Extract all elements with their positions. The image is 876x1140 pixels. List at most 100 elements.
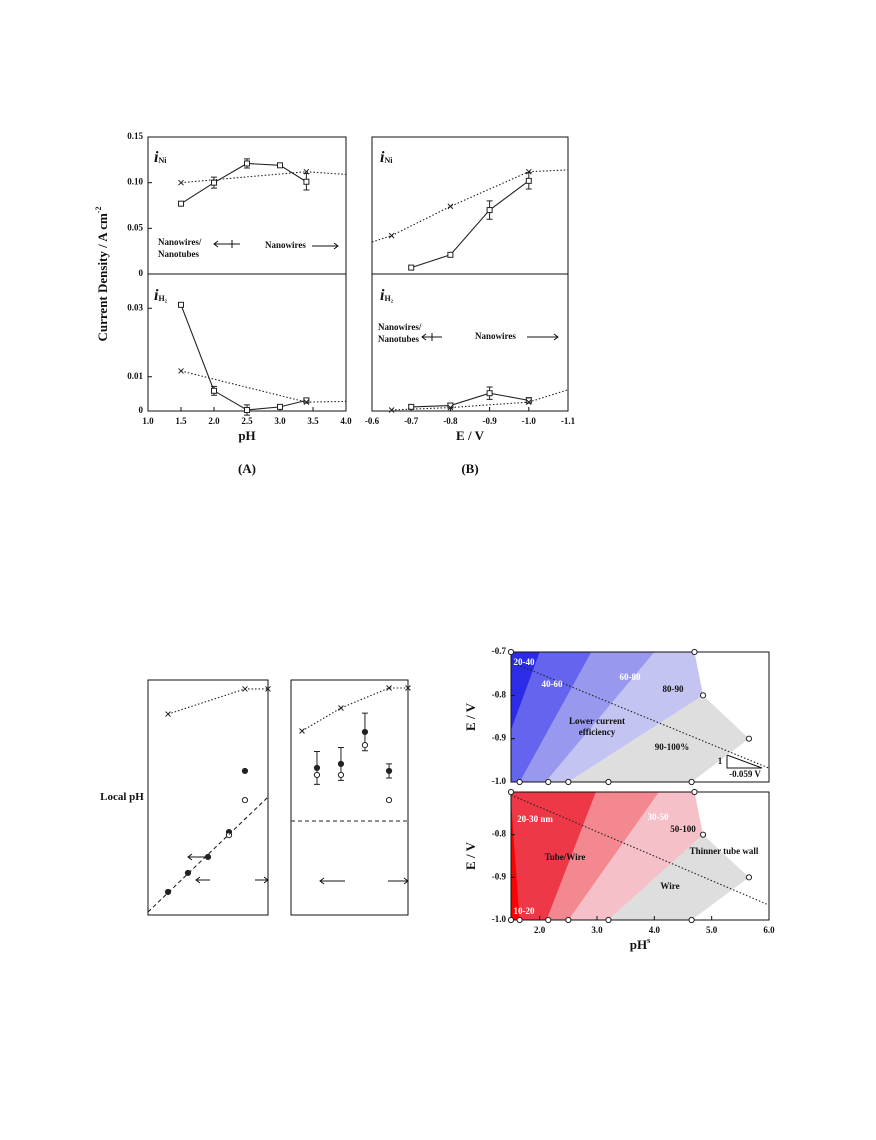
arrow — [319, 877, 345, 885]
y-tick-label: -0.9 — [492, 733, 507, 743]
y-tick-label: 0 — [139, 405, 144, 415]
x-axis-label: pHs — [630, 936, 650, 952]
marker — [164, 888, 172, 896]
marker — [699, 831, 707, 838]
region — [511, 652, 540, 730]
annotation: 1 — [718, 756, 723, 766]
marker — [408, 264, 415, 271]
annotation: -0.059 V — [729, 769, 761, 779]
plot-frame — [290, 679, 409, 916]
region-label: 50-100 — [670, 824, 696, 834]
marker — [507, 788, 515, 796]
x-tick-label: -0.9 — [482, 416, 497, 426]
annotation: Tube/Wire — [545, 852, 586, 862]
region-label: 60-80 — [620, 672, 641, 682]
series-line — [391, 171, 530, 237]
arrow — [187, 853, 205, 861]
y-tick-label: 0.15 — [127, 131, 143, 141]
marker — [211, 387, 217, 394]
x-tick-label: 4.0 — [340, 416, 352, 426]
y-tick-label: -1.0 — [492, 776, 507, 786]
x-tick-label: 2.0 — [534, 925, 546, 935]
x-tick-label: 6.0 — [763, 925, 775, 935]
x-tick-label: 3.0 — [591, 925, 603, 935]
x-tick-label: 1.0 — [142, 416, 154, 426]
marker — [605, 916, 612, 924]
series-line — [371, 169, 569, 243]
y-tick-label: 0.01 — [127, 371, 143, 381]
annotation: Thinner tube wall — [690, 846, 759, 856]
marker — [277, 403, 283, 410]
panel — [290, 679, 411, 916]
marker — [565, 778, 572, 786]
panel-label: iNi — [154, 149, 167, 166]
y-axis-label: Current Density / A cm-2 — [94, 207, 110, 342]
marker — [688, 916, 695, 924]
panel-label-main: i — [380, 149, 385, 166]
x-tick-label: 5.0 — [706, 925, 718, 935]
x-tick-label: 3.0 — [274, 416, 286, 426]
marker — [388, 407, 395, 413]
marker — [525, 397, 532, 404]
marker — [184, 869, 192, 877]
annotation: Nanowires — [265, 240, 306, 250]
marker — [244, 160, 250, 167]
region — [511, 792, 596, 920]
marker — [178, 179, 184, 186]
panel-label: iNi — [380, 149, 393, 166]
x-tick-label: 2.5 — [241, 416, 253, 426]
annotation: Nanowires — [475, 331, 516, 341]
region-label: 10-20 — [514, 906, 535, 916]
panel: -0.6 -0.7 -0.8 -0.9 -1.0 -1.1 Nanowires/Nanotu… — [365, 273, 576, 476]
y-axis-label-main: Current Density / A cm — [95, 213, 110, 341]
caption: (A) — [238, 461, 256, 476]
series-line — [301, 687, 408, 732]
y-tick-label: 0.03 — [127, 302, 143, 312]
region — [511, 652, 592, 782]
marker — [447, 404, 454, 411]
marker — [265, 686, 271, 692]
x-tick-label: 2.0 — [208, 416, 220, 426]
marker — [303, 178, 310, 185]
y-axis-label-sup: -2 — [94, 207, 103, 214]
panel-label: iH₂ — [154, 287, 168, 304]
annotation: Lower current — [569, 716, 625, 726]
y-tick-label: -0.8 — [492, 829, 507, 839]
marker — [303, 397, 310, 404]
marker — [525, 168, 532, 175]
x-tick-label: -0.6 — [365, 416, 380, 426]
marker — [745, 735, 753, 742]
region-label: 20-40 — [514, 657, 535, 667]
region-label: 20-30 nm — [517, 814, 553, 824]
x-tick-label: 4.0 — [649, 925, 661, 935]
plot-frame — [510, 791, 770, 921]
marker — [699, 692, 707, 699]
series-line — [411, 180, 530, 269]
marker — [745, 874, 753, 881]
marker — [447, 203, 454, 210]
marker — [241, 796, 249, 804]
series-line — [180, 370, 307, 403]
marker — [605, 778, 612, 786]
marker — [244, 406, 250, 413]
region — [568, 695, 749, 782]
caption: (B) — [461, 461, 478, 476]
y-tick-label: -0.7 — [492, 646, 507, 656]
x-axis-label-main: E / V — [456, 428, 485, 443]
marker — [408, 403, 415, 410]
marker — [211, 179, 217, 186]
region-label: 90-100% — [655, 742, 690, 752]
marker — [385, 767, 393, 775]
region-label: 80-90 — [663, 684, 684, 694]
marker — [313, 771, 321, 779]
marker — [277, 162, 283, 169]
plot-frame — [147, 679, 269, 916]
x-axis-label: pH — [238, 428, 255, 443]
x-tick-label: -0.7 — [404, 416, 419, 426]
panel-label: iH₂ — [380, 287, 394, 304]
series-line — [510, 661, 770, 769]
y-axis-label: E / V — [463, 841, 478, 870]
annotation: Nanowires/ — [158, 237, 202, 247]
